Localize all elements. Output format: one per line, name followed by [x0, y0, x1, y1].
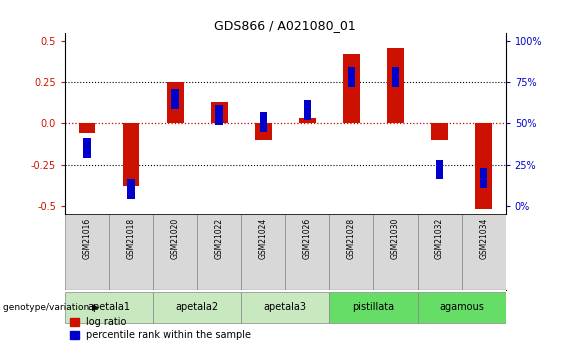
Bar	[418, 292, 506, 323]
Bar	[241, 214, 285, 290]
Bar	[387, 48, 404, 123]
Bar	[347, 67, 355, 87]
Text: apetala2: apetala2	[176, 302, 219, 312]
Legend: log ratio, percentile rank within the sample: log ratio, percentile rank within the sa…	[70, 317, 251, 340]
Bar	[431, 123, 448, 140]
Text: pistillata: pistillata	[353, 302, 394, 312]
Bar	[329, 292, 418, 323]
Bar	[153, 292, 241, 323]
Bar	[329, 214, 373, 290]
Bar	[83, 138, 91, 158]
Bar	[127, 179, 135, 199]
Bar	[462, 214, 506, 290]
Bar	[259, 112, 267, 131]
Bar	[418, 214, 462, 290]
Bar	[65, 214, 109, 290]
Title: GDS866 / A021080_01: GDS866 / A021080_01	[215, 19, 356, 32]
Bar	[65, 292, 153, 323]
Bar	[241, 292, 329, 323]
Bar	[480, 168, 488, 188]
Text: GSM21024: GSM21024	[259, 218, 268, 259]
Text: genotype/variation ▶: genotype/variation ▶	[3, 303, 99, 312]
Bar	[171, 89, 179, 109]
Text: GSM21034: GSM21034	[479, 218, 488, 259]
Bar	[436, 159, 444, 179]
Bar	[215, 105, 223, 125]
Bar	[79, 123, 95, 133]
Text: GSM21028: GSM21028	[347, 218, 356, 259]
Text: GSM21026: GSM21026	[303, 218, 312, 259]
Bar	[197, 214, 241, 290]
Bar	[211, 102, 228, 123]
Bar	[153, 214, 197, 290]
Text: GSM21032: GSM21032	[435, 218, 444, 259]
Text: GSM21018: GSM21018	[127, 218, 136, 259]
Bar	[392, 67, 399, 87]
Text: apetala1: apetala1	[88, 302, 131, 312]
Bar	[255, 123, 272, 140]
Bar	[343, 54, 360, 123]
Text: agamous: agamous	[439, 302, 484, 312]
Bar	[475, 123, 492, 209]
Bar	[123, 123, 140, 186]
Text: GSM21020: GSM21020	[171, 218, 180, 259]
Text: GSM21030: GSM21030	[391, 218, 400, 259]
Bar	[299, 118, 316, 123]
Bar	[373, 214, 418, 290]
Text: apetala3: apetala3	[264, 302, 307, 312]
Text: GSM21016: GSM21016	[82, 218, 92, 259]
Text: GSM21022: GSM21022	[215, 218, 224, 259]
Bar	[285, 214, 329, 290]
Bar	[167, 82, 184, 123]
Bar	[109, 214, 153, 290]
Bar	[303, 100, 311, 120]
